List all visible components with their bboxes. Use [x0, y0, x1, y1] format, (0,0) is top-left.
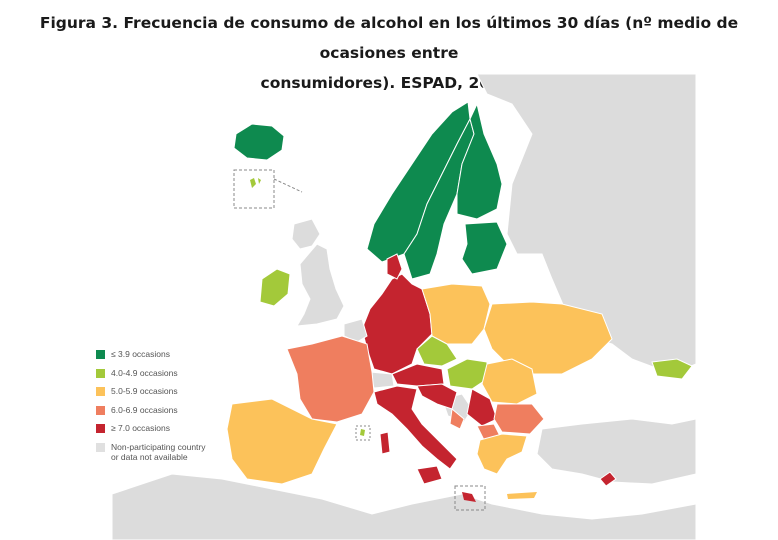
region-czechia [416, 335, 458, 367]
legend-label: Non-participating country or data not av… [111, 442, 206, 462]
region-hungary [446, 358, 488, 390]
legend-item: 6.0-6.9 occasions [96, 405, 206, 424]
figure-title-line-2: consumidores). ESPAD, 2019. [260, 74, 518, 92]
inset-leader-faroe [273, 178, 303, 193]
legend-swatch [96, 350, 105, 359]
region-ireland [259, 268, 291, 307]
legend-item: 4.0-4.9 occasions [96, 368, 206, 387]
region-greece [476, 433, 528, 475]
region-malta [462, 492, 476, 502]
region-romania [481, 358, 538, 405]
legend-item: ≥ 7.0 occasions [96, 423, 206, 442]
region-slovenia-croatia [416, 383, 458, 410]
region-austria [391, 363, 445, 387]
figure-title: Figura 3. Frecuencia de consumo de alcoh… [0, 8, 778, 98]
legend-item: 5.0-5.9 occasions [96, 386, 206, 405]
legend-label-line: 6.0-6.9 occasions [111, 404, 178, 415]
legend-label-line: Non-participating country [111, 441, 206, 452]
region-sardinia [379, 431, 391, 455]
legend-label-line: ≥ 7.0 occasions [111, 423, 171, 433]
land-background [112, 74, 696, 540]
legend-label: ≤ 3.9 occasions [111, 349, 170, 359]
region-corsica-inset [360, 429, 365, 436]
legend-swatch [96, 387, 105, 396]
legend-label-line: 4.0-4.9 occasions [111, 367, 178, 378]
region-cyprus [599, 471, 617, 487]
inset-box-malta [454, 485, 486, 511]
legend-label: 6.0-6.9 occasions [111, 405, 178, 415]
legend-item: ≤ 3.9 occasions [96, 349, 206, 368]
europe-map [112, 74, 696, 540]
region-iceland [233, 123, 285, 161]
legend-label-line: 5.0-5.9 occasions [111, 386, 178, 396]
inset-box-corsica [355, 425, 371, 441]
legend-swatch [96, 368, 105, 378]
legend-item: Non-participating country or data not av… [96, 442, 206, 462]
legend-swatch [96, 442, 105, 452]
legend-label-line: or data not available [111, 451, 188, 462]
legend-label-line: ≤ 3.9 occasions [111, 349, 171, 359]
legend-label: 5.0-5.9 occasions [111, 386, 178, 396]
region-serbia [466, 388, 498, 427]
region-crete [507, 492, 537, 499]
region-france [286, 335, 375, 423]
legend-swatch [96, 405, 105, 415]
region-benelux [343, 318, 368, 343]
region-montenegro [449, 408, 465, 430]
figure-title-line-1: Figura 3. Frecuencia de consumo de alcoh… [39, 14, 739, 62]
region-georgia [651, 358, 693, 380]
region-sicily [416, 465, 443, 485]
region-finland [456, 102, 503, 220]
region-baltics [461, 221, 508, 275]
region-bulgaria [493, 403, 545, 435]
region-poland [421, 283, 491, 345]
region-iberia [226, 398, 338, 485]
legend-label: 4.0-4.9 occasions [111, 368, 178, 378]
legend-label: ≥ 7.0 occasions [111, 423, 170, 433]
legend-swatch [96, 424, 105, 433]
inset-box-faroe [233, 169, 275, 209]
map-legend: ≤ 3.9 occasions 4.0-4.9 occasions 5.0-5.… [96, 349, 206, 462]
region-faroe [250, 178, 261, 188]
region-italy [373, 385, 458, 470]
region-denmark [386, 253, 403, 280]
